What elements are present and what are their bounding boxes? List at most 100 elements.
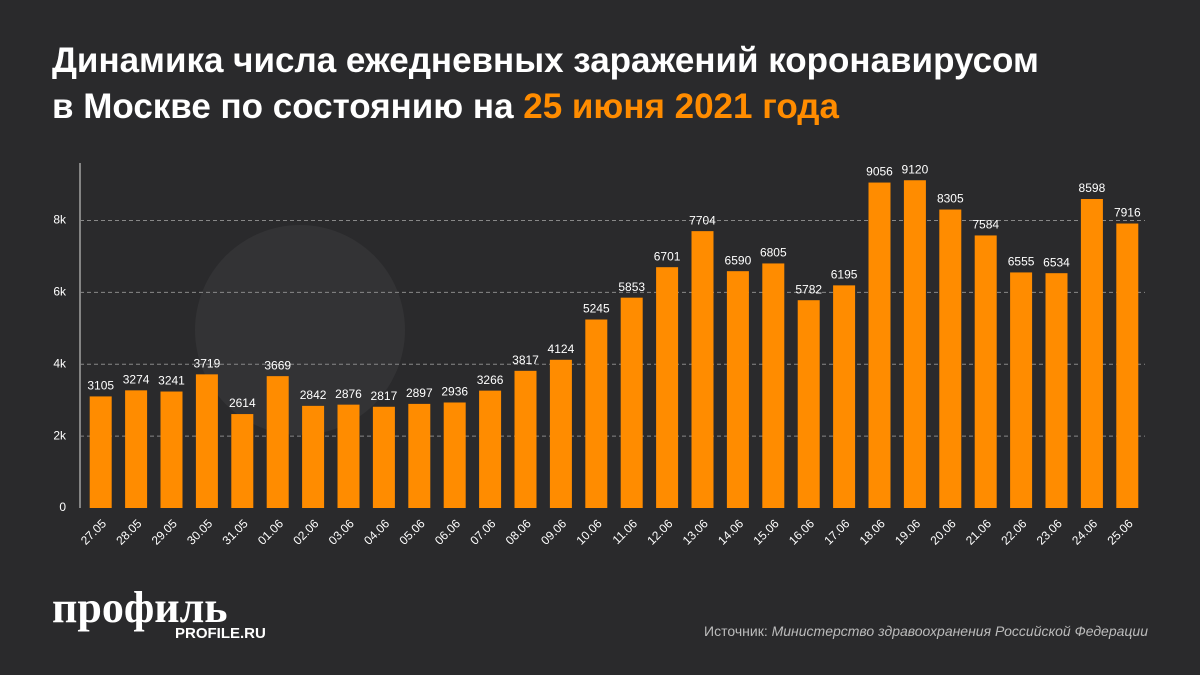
bar (125, 390, 148, 508)
value-label: 2842 (300, 388, 327, 402)
y-tick-label: 2k (53, 428, 67, 442)
x-tick-label: 07.06 (467, 516, 498, 547)
bar (479, 390, 502, 508)
bar (549, 359, 572, 508)
bar (974, 235, 997, 508)
x-tick-label: 20.06 (928, 516, 959, 547)
bar (833, 285, 856, 508)
bar (1080, 199, 1103, 508)
x-tick-label: 05.06 (397, 516, 428, 547)
y-tick-label: 8k (53, 213, 67, 227)
value-label: 2936 (441, 385, 468, 399)
title-line: Динамика числа ежедневных заражений коро… (52, 41, 1039, 80)
bar (372, 406, 395, 508)
x-tick-label: 10.06 (574, 516, 605, 547)
x-tick-label: 30.05 (184, 516, 215, 547)
value-label: 6805 (760, 246, 787, 260)
logo: профиль (52, 583, 228, 632)
value-label: 3719 (194, 357, 221, 371)
y-tick-label: 6k (53, 285, 67, 299)
logo-url: PROFILE.RU (175, 625, 266, 642)
bar (762, 263, 785, 508)
x-tick-label: 27.05 (78, 516, 109, 547)
value-label: 9120 (902, 162, 929, 176)
value-label: 2897 (406, 386, 433, 400)
value-label: 5782 (795, 282, 822, 296)
source-label: Источник: (704, 623, 768, 639)
x-tick-label: 15.06 (751, 516, 782, 547)
x-tick-label: 19.06 (892, 516, 923, 547)
x-tick-label: 23.06 (1034, 516, 1065, 547)
x-tick-label: 31.05 (220, 516, 251, 547)
value-label: 7584 (972, 218, 999, 232)
bar (1116, 223, 1139, 509)
bar (231, 414, 254, 508)
value-label: 2876 (335, 387, 362, 401)
y-tick-label: 4k (53, 356, 67, 370)
bar (302, 405, 325, 508)
bar (585, 319, 608, 508)
value-label: 2817 (371, 389, 398, 403)
bar (337, 404, 360, 508)
x-tick-label: 17.06 (821, 516, 852, 547)
bar (903, 180, 926, 508)
x-tick-label: 14.06 (715, 516, 746, 547)
x-tick-label: 02.06 (290, 516, 321, 547)
bar (195, 374, 218, 508)
value-label: 3274 (123, 373, 150, 387)
value-label: 6701 (654, 249, 681, 263)
value-label: 9056 (866, 165, 893, 179)
value-label: 6534 (1043, 255, 1070, 269)
title-line: в Москве по состоянию на (52, 87, 514, 126)
value-label: 7704 (689, 213, 716, 227)
x-tick-label: 22.06 (998, 516, 1029, 547)
bar (726, 271, 749, 508)
value-label: 3669 (264, 358, 291, 372)
value-label: 3241 (158, 374, 185, 388)
value-label: 8305 (937, 192, 964, 206)
value-label: 3266 (477, 373, 504, 387)
x-tick-label: 01.06 (255, 516, 286, 547)
background-virus (195, 225, 405, 435)
value-label: 2614 (229, 396, 256, 410)
x-tick-label: 09.06 (538, 516, 569, 547)
bar (1010, 272, 1033, 508)
bar (868, 182, 891, 509)
bar (514, 370, 537, 508)
bar (160, 391, 183, 508)
y-tick-label: 0 (59, 500, 66, 514)
value-label: 6195 (831, 268, 858, 282)
bar (266, 376, 289, 508)
value-label: 3817 (512, 353, 539, 367)
value-label: 7916 (1114, 206, 1141, 220)
source: Источник: Министерство здравоохранения Р… (704, 623, 1148, 639)
x-tick-label: 04.06 (361, 516, 392, 547)
bar (443, 402, 466, 508)
chart-title: Динамика числа ежедневных заражений коро… (52, 38, 1039, 130)
title-highlight: 25 июня 2021 года (523, 87, 839, 126)
x-tick-label: 29.05 (149, 516, 180, 547)
bar (89, 396, 112, 508)
value-label: 8598 (1079, 181, 1106, 195)
x-tick-label: 18.06 (857, 516, 888, 547)
source-name: Министерство здравоохранения Российской … (772, 623, 1149, 639)
bar (1045, 273, 1068, 508)
x-tick-label: 21.06 (963, 516, 994, 547)
x-tick-label: 25.06 (1105, 516, 1136, 547)
x-tick-label: 06.06 (432, 516, 463, 547)
value-label: 6555 (1008, 255, 1035, 269)
bar (408, 403, 431, 508)
bar (656, 267, 679, 508)
x-tick-label: 08.06 (503, 516, 534, 547)
bar (620, 297, 643, 508)
value-label: 5853 (618, 280, 645, 294)
bar (797, 300, 820, 508)
value-label: 3105 (87, 379, 114, 393)
value-label: 6590 (725, 253, 752, 267)
value-label: 5245 (583, 302, 610, 316)
x-tick-label: 12.06 (644, 516, 675, 547)
x-tick-label: 16.06 (786, 516, 817, 547)
value-label: 4124 (548, 342, 575, 356)
